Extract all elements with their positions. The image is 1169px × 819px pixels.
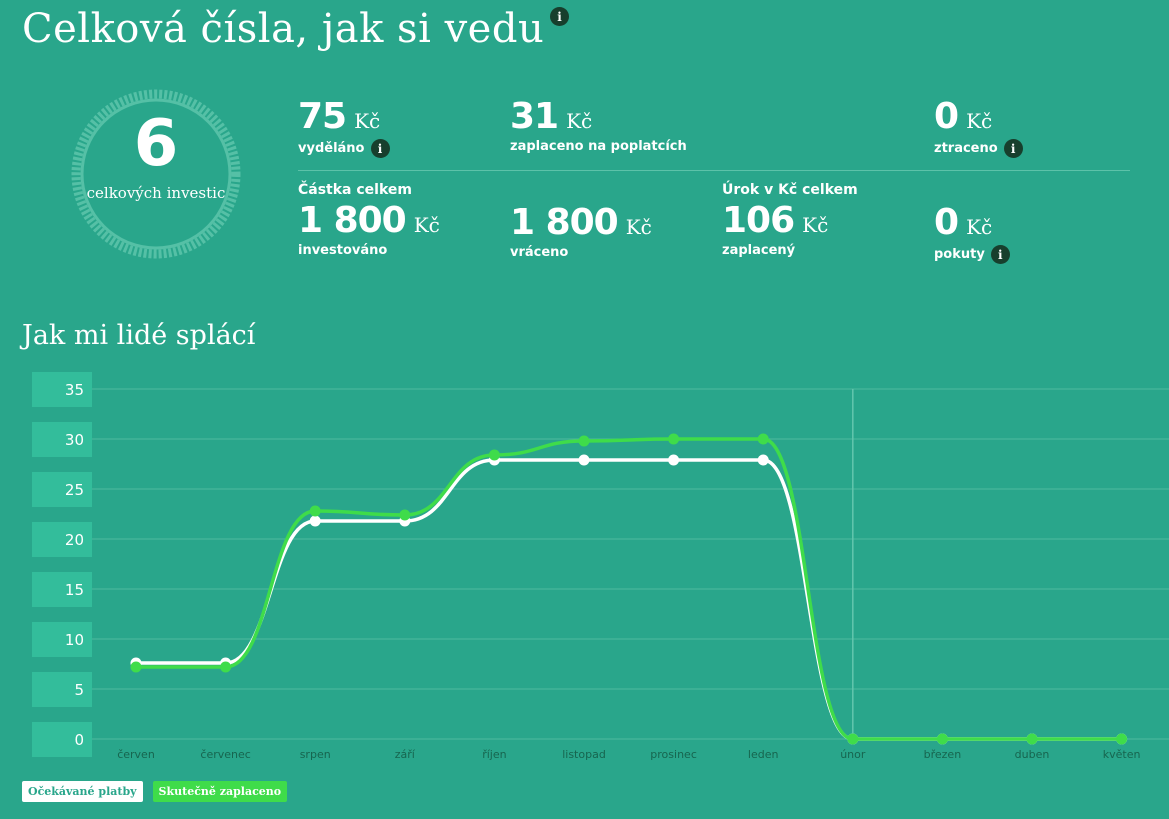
- total-investments-label: celkových investic: [86, 184, 226, 202]
- xtick-label: červenec: [200, 748, 250, 761]
- interest-unit: Kč: [802, 213, 829, 237]
- ytick-box: [32, 622, 92, 657]
- data-point: [1116, 733, 1128, 745]
- data-point: [578, 454, 590, 466]
- xtick-label: červen: [117, 748, 155, 761]
- data-point: [399, 509, 411, 521]
- returned-stat: 1 800 Kč vráceno: [510, 202, 652, 260]
- invested-value: 1 800: [298, 200, 407, 241]
- data-point: [757, 454, 769, 466]
- returned-value: 1 800: [510, 202, 619, 243]
- earned-value: 75: [298, 96, 347, 137]
- returned-label: vráceno: [510, 245, 569, 260]
- lost-label: ztraceno: [934, 141, 998, 156]
- data-point: [847, 733, 859, 745]
- interest-label: zaplacený: [722, 243, 796, 258]
- data-point: [488, 449, 500, 461]
- invested-label: investováno: [298, 243, 388, 258]
- data-point: [309, 505, 321, 517]
- interest-stat: Úrok v Kč celkem 106 Kč zaplacený: [722, 182, 858, 258]
- xtick-label: únor: [840, 748, 866, 761]
- xtick-label: srpen: [300, 748, 331, 761]
- xtick-label: listopad: [562, 748, 606, 761]
- ytick-box: [32, 522, 92, 557]
- interest-value: 106: [722, 200, 795, 241]
- xtick-label: říjen: [482, 748, 506, 761]
- total-investments-value: 6: [133, 107, 179, 181]
- divider: [298, 170, 1130, 171]
- xtick-label: leden: [748, 748, 779, 761]
- info-icon[interactable]: i: [550, 7, 569, 26]
- ytick-box: [32, 722, 92, 757]
- info-icon[interactable]: i: [1003, 139, 1023, 158]
- penalties-label: pokuty: [934, 247, 985, 262]
- legend-expected[interactable]: Očekávané platby: [22, 781, 143, 802]
- page-title: Celková čísla, jak si vedu: [22, 6, 545, 52]
- penalties-value: 0: [934, 202, 959, 243]
- info-icon[interactable]: i: [990, 245, 1010, 264]
- ytick-box: [32, 472, 92, 507]
- fees-stat: 31 Kč zaplaceno na poplatcích: [510, 96, 687, 154]
- ytick-label: 35: [65, 381, 84, 399]
- data-point: [578, 435, 590, 447]
- data-point: [130, 661, 142, 673]
- badge-ring: [71, 89, 241, 259]
- ytick-box: [32, 422, 92, 457]
- data-point: [668, 454, 680, 466]
- xtick-label: květen: [1103, 748, 1141, 761]
- chart-title: Jak mi lidé splácí: [22, 320, 256, 351]
- fees-unit: Kč: [566, 109, 593, 133]
- fees-label: zaplaceno na poplatcích: [510, 139, 687, 154]
- chart-legend: Očekávané platby Skutečně zaplaceno: [22, 781, 288, 802]
- data-point: [936, 733, 948, 745]
- info-icon[interactable]: i: [370, 139, 390, 158]
- earned-label: vyděláno: [298, 141, 365, 156]
- data-point: [757, 433, 769, 445]
- ytick-label: 15: [65, 581, 84, 599]
- ytick-box: [32, 672, 92, 707]
- xtick-label: březen: [924, 748, 962, 761]
- penalties-stat: 0 Kč pokuty i: [934, 202, 1010, 264]
- interest-heading: Úrok v Kč celkem: [722, 182, 858, 198]
- ytick-label: 0: [74, 731, 84, 749]
- invested-stat: Částka celkem 1 800 Kč investováno: [298, 182, 440, 258]
- returned-unit: Kč: [625, 215, 652, 239]
- xtick-label: duben: [1015, 748, 1050, 761]
- lost-stat: 0 Kč ztraceno i: [934, 96, 1023, 158]
- repayment-chart: 0 5 10 15 20 25 30 35 červen červenec srpen září říj…: [32, 372, 1169, 761]
- data-point: [1026, 733, 1038, 745]
- amount-heading: Částka celkem: [298, 182, 412, 198]
- series-line-0: [135, 458, 1122, 741]
- ytick-label: 30: [65, 431, 84, 449]
- xtick-label: prosinec: [650, 748, 697, 761]
- lost-value: 0: [934, 96, 959, 137]
- invested-unit: Kč: [413, 213, 440, 237]
- legend-actual[interactable]: Skutečně zaplaceno: [152, 781, 288, 802]
- earned-stat: 75 Kč vyděláno i: [298, 96, 390, 158]
- penalties-unit: Kč: [966, 215, 993, 239]
- xtick-label: září: [395, 748, 416, 761]
- ytick-label: 20: [65, 531, 84, 549]
- ytick-box: [32, 572, 92, 607]
- ytick-box: [32, 372, 92, 407]
- data-point: [668, 433, 680, 445]
- fees-value: 31: [510, 96, 559, 137]
- ytick-label: 10: [65, 631, 84, 649]
- total-investments-badge: 6 celkových investic: [70, 88, 242, 260]
- lost-unit: Kč: [966, 109, 993, 133]
- earned-unit: Kč: [354, 109, 381, 133]
- data-point: [220, 661, 232, 673]
- ytick-label: 25: [65, 481, 84, 499]
- ytick-label: 5: [74, 681, 84, 699]
- data-point: [309, 515, 321, 527]
